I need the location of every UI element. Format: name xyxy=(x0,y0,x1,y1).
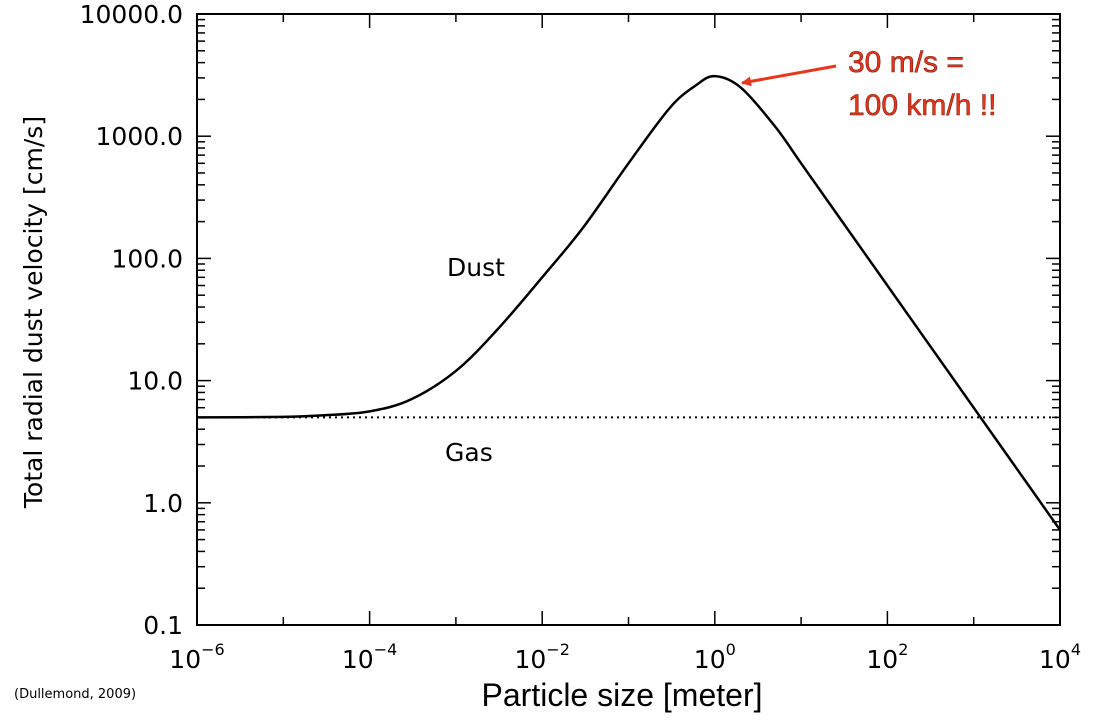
x-tick-exponent: −2 xyxy=(546,640,570,659)
x-tick-label: 102 xyxy=(866,640,908,674)
callout-line-1: 30 m/s = xyxy=(848,46,964,79)
x-tick-labels: 10−6 10−4 10−2 100 102 104 xyxy=(169,640,1081,674)
x-tick-label: 100 xyxy=(694,640,736,674)
x-tick-exponent: −6 xyxy=(201,640,225,659)
x-tick-label: 10−4 xyxy=(342,640,397,674)
source-credit: (Dullemond, 2009) xyxy=(14,687,136,702)
callout-arrow xyxy=(741,64,837,87)
x-axis-title: Particle size [meter] xyxy=(482,677,763,713)
dust-series-line xyxy=(196,74,1062,531)
callout-line-2: 100 km/h !! xyxy=(848,89,996,122)
y-tick-label: 1.0 xyxy=(143,489,183,518)
x-tick-label: 104 xyxy=(1039,640,1081,674)
x-tick-base: 10 xyxy=(514,645,546,674)
x-tick-base: 10 xyxy=(694,645,726,674)
x-tick-base: 10 xyxy=(169,645,201,674)
dust-series-label: Dust xyxy=(447,253,505,282)
y-axis-title: Total radial dust velocity [cm/s] xyxy=(19,116,48,509)
gas-series-label: Gas xyxy=(445,438,493,467)
x-tick-exponent: 4 xyxy=(1071,640,1081,659)
y-tick-label: 1000.0 xyxy=(96,122,183,151)
y-tick-label: 100.0 xyxy=(111,244,183,273)
x-tick-label: 10−6 xyxy=(169,640,224,674)
x-tick-exponent: 2 xyxy=(898,640,908,659)
y-tick-labels: 0.1 1.0 10.0 100.0 1000.0 10000.0 xyxy=(80,0,183,640)
x-tick-exponent: 0 xyxy=(726,640,736,659)
x-tick-base: 10 xyxy=(866,645,898,674)
y-tick-label: 0.1 xyxy=(143,611,183,640)
y-tick-label: 10000.0 xyxy=(80,0,183,29)
x-tick-base: 10 xyxy=(1039,645,1071,674)
plot-frame xyxy=(196,13,1061,626)
series-layer xyxy=(196,74,1062,531)
x-tick-base: 10 xyxy=(342,645,374,674)
x-tick-label: 10−2 xyxy=(514,640,569,674)
x-tick-exponent: −4 xyxy=(374,640,398,659)
y-tick-label: 10.0 xyxy=(127,367,183,396)
